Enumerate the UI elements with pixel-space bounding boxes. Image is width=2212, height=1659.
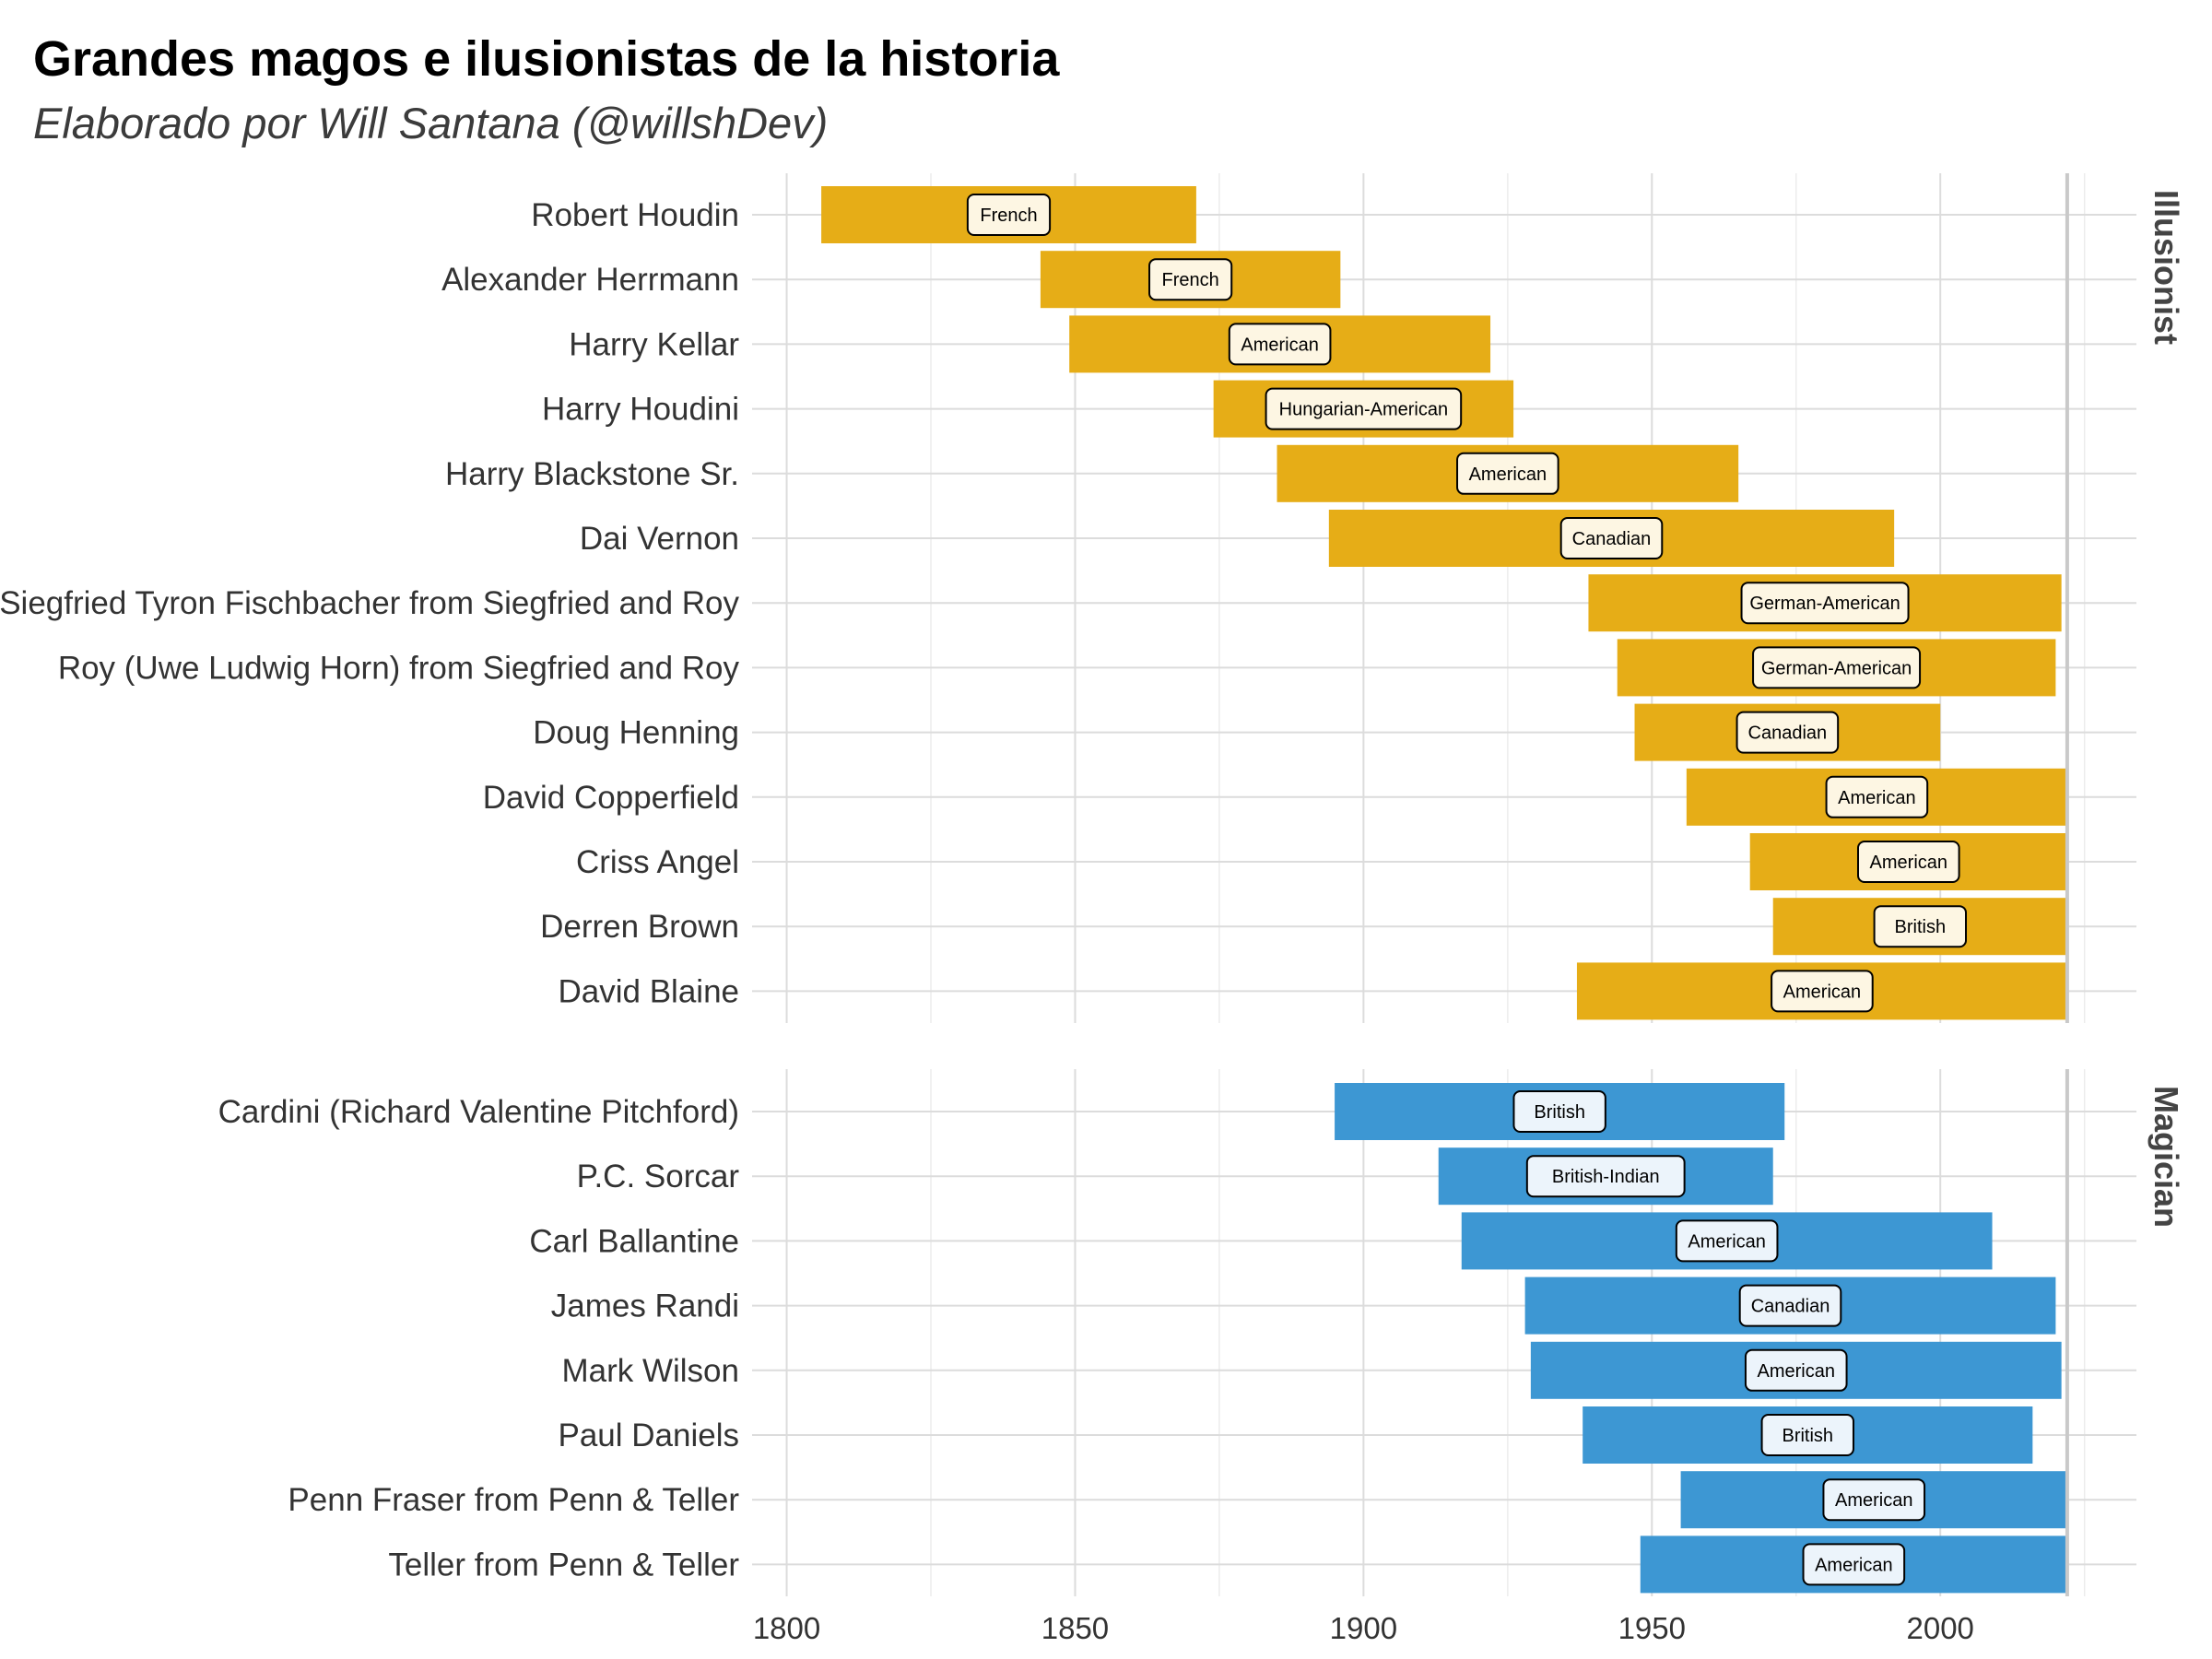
y-tick-label: Harry Blackstone Sr. [445, 456, 739, 492]
data-label: American [1469, 465, 1547, 485]
y-tick-label: P.C. Sorcar [577, 1159, 740, 1194]
data-label-box [1822, 1478, 1926, 1522]
data-label-box [1512, 1090, 1606, 1133]
y-tick-label: Paul Daniels [559, 1418, 740, 1453]
bars [821, 173, 2069, 1596]
y-tick-label: Cardini (Richard Valentine Pitchford) [218, 1094, 739, 1130]
x-tick-label: 2000 [1907, 1611, 1974, 1645]
data-label-box [1802, 1543, 1906, 1586]
data-label-box [1559, 517, 1664, 559]
data-label-box [1525, 1155, 1686, 1198]
data-label: American [1835, 1490, 1912, 1511]
y-tick-label: Criss Angel [576, 844, 739, 880]
data-label-box [1740, 582, 1910, 625]
data-label: American [1783, 982, 1861, 1002]
data-label: American [1838, 788, 1915, 808]
data-label: American [1688, 1231, 1765, 1252]
y-tick-label: Mark Wilson [561, 1353, 739, 1389]
x-tick-label: 1950 [1618, 1611, 1686, 1645]
y-tick-label: Carl Ballantine [529, 1223, 739, 1259]
y-tick-label: Dai Vernon [580, 521, 739, 557]
data-label: British [1782, 1426, 1833, 1446]
data-label: French [1162, 270, 1219, 290]
y-tick-label: Alexander Herrmann [441, 262, 739, 298]
data-label: German-American [1761, 658, 1912, 678]
data-label: American [1815, 1555, 1892, 1575]
x-tick-label: 1850 [1041, 1611, 1109, 1645]
y-tick-label: Harry Houdini [542, 392, 739, 428]
y-tick-label: James Randi [551, 1288, 739, 1324]
data-label-box [1265, 387, 1463, 430]
facet-label: Illusionist [2147, 190, 2185, 345]
data-label-box [1735, 711, 1840, 754]
data-label: Hungarian-American [1279, 400, 1448, 420]
y-tick-label: Harry Kellar [569, 326, 739, 362]
data-label-box [1771, 970, 1874, 1013]
y-tick-label: Teller from Penn & Teller [388, 1547, 739, 1583]
y-tick-label: Doug Henning [533, 715, 739, 751]
y-tick-label: David Copperfield [483, 780, 739, 816]
data-label: Canadian [1751, 1297, 1830, 1317]
data-label: Canadian [1748, 724, 1828, 744]
y-tick-label: Roy (Uwe Ludwig Horn) from Siegfried and… [58, 650, 740, 686]
data-label: American [1758, 1361, 1835, 1382]
data-label: British [1895, 917, 1947, 937]
data-label-box [1148, 258, 1233, 301]
data-label-box [1856, 841, 1960, 883]
data-label-box [1752, 646, 1922, 689]
data-label-box [1873, 905, 1968, 948]
data-label-box [1744, 1348, 1848, 1392]
y-tick-label: Penn Fraser from Penn & Teller [288, 1482, 739, 1518]
chart-title: Grandes magos e ilusionistas de la histo… [33, 31, 1060, 87]
data-label: British [1534, 1102, 1585, 1123]
data-labels: French French American Hungarian-American Am… [966, 194, 1968, 1586]
data-label: American [1870, 853, 1947, 873]
x-tick-label: 1800 [753, 1611, 820, 1645]
x-tick-label: 1900 [1330, 1611, 1397, 1645]
data-label: American [1241, 335, 1318, 355]
data-label: German-American [1749, 594, 1900, 614]
y-tick-label: Derren Brown [540, 909, 739, 945]
axes: Robert Houdin Alexander Herrmann Harry Kel… [0, 190, 2185, 1645]
chart-subtitle: Elaborado por Will Santana (@willshDev) [33, 99, 828, 147]
data-label: Canadian [1572, 529, 1652, 549]
y-tick-label: Siegfried Tyron Fischbacher from Siegfri… [0, 585, 739, 621]
data-label-box [1825, 775, 1929, 818]
facet-label: Magician [2147, 1086, 2185, 1228]
data-label-box [966, 194, 1052, 236]
data-label-box [1760, 1414, 1854, 1456]
data-label-box [1456, 452, 1559, 495]
data-label-box [1675, 1219, 1779, 1263]
y-tick-label: Robert Houdin [531, 197, 739, 233]
y-tick-label: David Blaine [559, 973, 740, 1009]
data-label-box [1228, 323, 1332, 366]
data-label: British-Indian [1552, 1167, 1660, 1187]
data-label-box [1738, 1284, 1842, 1327]
data-label: French [980, 206, 1037, 226]
